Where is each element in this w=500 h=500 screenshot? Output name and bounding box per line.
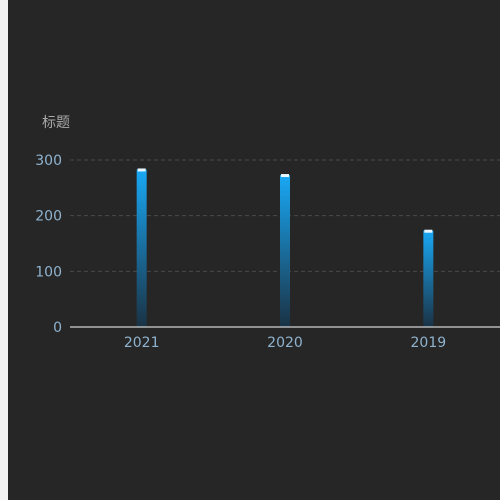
bar-cap-2020 [281,174,289,178]
x-tick-label: 2021 [124,335,160,351]
y-tick-labels: 0 100 200 300 [35,153,62,336]
x-tick-label: 2020 [267,335,303,351]
x-tick-labels: 2021 2020 2019 [124,335,446,351]
bar-2019[interactable] [423,230,434,327]
y-tick-label: 200 [35,209,62,225]
bar-2021[interactable] [136,169,147,327]
bar-cap-2021 [137,168,146,172]
y-tick-label: 0 [53,320,62,336]
bar-chart: 标题 0 100 200 300 2021 2020 2019 [35,115,500,351]
bar-2020[interactable] [280,175,290,327]
x-tick-label: 2019 [411,335,447,351]
bar-cap-2019 [424,229,433,233]
y-tick-label: 100 [35,264,62,280]
bars [136,168,434,327]
y-axis-title: 标题 [42,115,70,131]
y-tick-label: 300 [35,153,62,169]
chart-panel: 标题 0 100 200 300 2021 2020 2019 [8,0,500,500]
